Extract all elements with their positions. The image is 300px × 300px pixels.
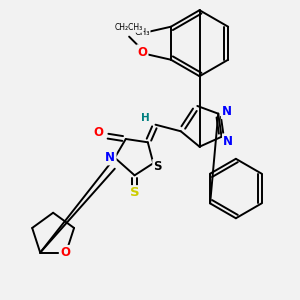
Text: N: N xyxy=(222,105,232,118)
Text: H: H xyxy=(141,113,150,123)
Text: O: O xyxy=(137,46,147,59)
Text: O: O xyxy=(93,126,103,139)
Text: S: S xyxy=(154,160,162,173)
Text: S: S xyxy=(130,186,140,200)
Text: CH₂CH₃: CH₂CH₃ xyxy=(115,23,143,32)
Text: N: N xyxy=(105,151,116,164)
Text: O: O xyxy=(60,246,70,259)
Text: N: N xyxy=(223,135,233,148)
Text: CH₃: CH₃ xyxy=(135,28,150,37)
